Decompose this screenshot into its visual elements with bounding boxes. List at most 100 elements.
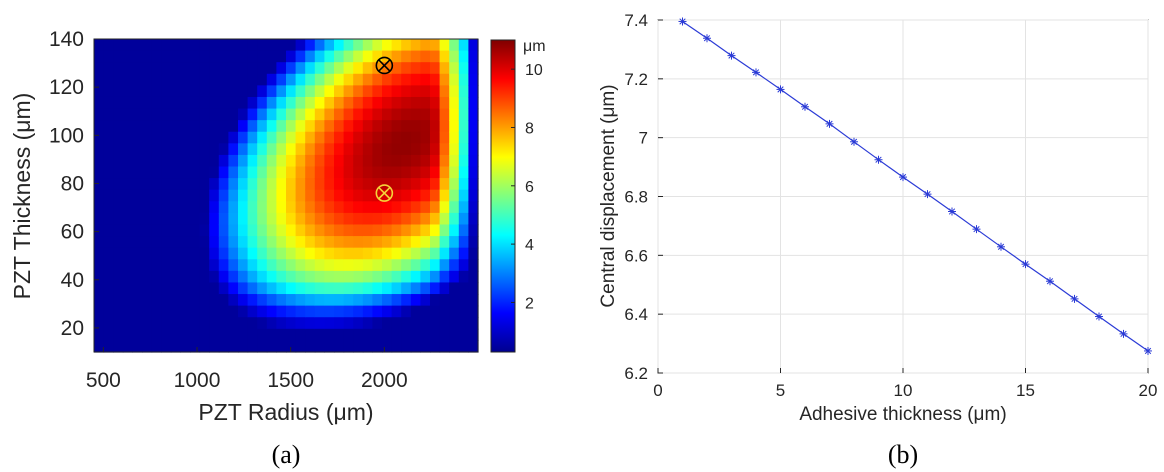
heatmap-cell (314, 212, 325, 226)
heatmap-cell (324, 189, 335, 202)
heatmap-cell (257, 201, 268, 214)
heatmap-cell (324, 282, 335, 295)
heatmap-cell (401, 270, 412, 284)
heatmap-cell (305, 247, 316, 260)
heatmap-cell (420, 189, 431, 202)
heatmap-cell (132, 328, 143, 341)
heatmap-cell (401, 282, 412, 295)
heatmap-cell (314, 317, 325, 330)
heatmap-cell (209, 166, 220, 179)
x-tick-label: 5 (776, 381, 785, 400)
heatmap-cell (151, 178, 162, 191)
heatmap-cell (94, 154, 105, 168)
heatmap-cell (324, 259, 335, 272)
heatmap-cell (410, 317, 421, 330)
heatmap-cell (113, 328, 124, 341)
heatmap-cell (238, 62, 249, 75)
heatmap-cell (305, 39, 316, 52)
heatmap-cell (362, 50, 373, 63)
heatmap-cell (420, 247, 431, 260)
heatmap-cell (94, 73, 105, 86)
heatmap-cell (209, 259, 220, 272)
heatmap-cell (190, 294, 201, 307)
heatmap-cell (257, 212, 268, 226)
heatmap-cell (391, 259, 402, 272)
heatmap-cell (180, 120, 191, 133)
heatmap-cell (103, 178, 114, 191)
heatmap-cell (420, 131, 431, 144)
heatmap-cell (132, 50, 143, 63)
heatmap-cell (458, 270, 469, 284)
heatmap-cell (401, 189, 412, 202)
y-tick-label: 20 (61, 317, 84, 340)
heatmap-cell (410, 247, 421, 260)
heatmap-cell (362, 317, 373, 330)
heatmap-cell (430, 178, 441, 191)
heatmap-cell (420, 178, 431, 191)
heatmap-cell (401, 294, 412, 307)
heatmap-cell (401, 166, 412, 179)
heatmap-cell (228, 50, 239, 63)
heatmap-cell (103, 154, 114, 168)
heatmap-cell (228, 282, 239, 295)
heatmap-cell (410, 143, 421, 156)
heatmap-cell (94, 294, 105, 307)
heatmap-cell (103, 305, 114, 318)
heatmap-cell (161, 154, 172, 168)
heatmap-cell (103, 294, 114, 307)
heatmap-cell (122, 131, 133, 144)
heatmap-cell (343, 282, 354, 295)
heatmap-cell (161, 224, 172, 237)
colorbar-tick-label: 4 (525, 237, 534, 254)
heatmap-cell (286, 212, 297, 226)
heatmap-cell (430, 317, 441, 330)
heatmap-cell (132, 224, 143, 237)
heatmap-cell (343, 73, 354, 86)
heatmap-cell (113, 247, 124, 260)
heatmap-cell (113, 96, 124, 110)
heatmap-cell (295, 120, 306, 133)
heatmap-cell (420, 154, 431, 168)
heatmap-cell (382, 178, 393, 191)
heatmap-cell (113, 131, 124, 144)
heatmap-cell (286, 39, 297, 52)
data-point (1144, 346, 1152, 355)
heatmap-cell (334, 340, 345, 353)
heatmap-cell (199, 317, 210, 330)
heatmap-cell (199, 270, 210, 284)
heatmap-cell (170, 201, 181, 214)
heatmap-cell (295, 108, 306, 121)
heatmap-cell (209, 270, 220, 284)
heatmap-cell (142, 143, 153, 156)
heatmap-cell (286, 294, 297, 307)
heatmap-cell (190, 201, 201, 214)
heatmap-cell (228, 340, 239, 353)
heatmap-cell (238, 120, 249, 133)
heatmap-cell (362, 96, 373, 110)
heatmap-cell (151, 73, 162, 86)
heatmap-cell (353, 154, 364, 168)
data-point (1119, 329, 1128, 338)
heatmap-cell (218, 259, 229, 272)
heatmap-cell (161, 39, 172, 52)
heatmap-cell (94, 166, 105, 179)
heatmap-cell (334, 282, 345, 295)
heatmap-cell (199, 201, 210, 214)
data-point (874, 155, 883, 164)
heatmap-cell (228, 224, 239, 237)
heatmap-cell (343, 247, 354, 260)
heatmap-cell (305, 50, 316, 63)
y-tick-label: 7.4 (624, 11, 648, 30)
heatmap-cell (468, 282, 479, 295)
panel-a-label: (a) (272, 440, 301, 469)
heatmap-cell (324, 131, 335, 144)
heatmap-cell (170, 305, 181, 318)
heatmap-cell (113, 108, 124, 121)
black-cross-marker (375, 56, 394, 75)
heatmap-cell (151, 85, 162, 98)
heatmap-cell (420, 166, 431, 179)
heatmap-cell (372, 317, 383, 330)
heatmap-cell (391, 294, 402, 307)
heatmap-cell (449, 212, 460, 226)
heatmap-cell (142, 166, 153, 179)
